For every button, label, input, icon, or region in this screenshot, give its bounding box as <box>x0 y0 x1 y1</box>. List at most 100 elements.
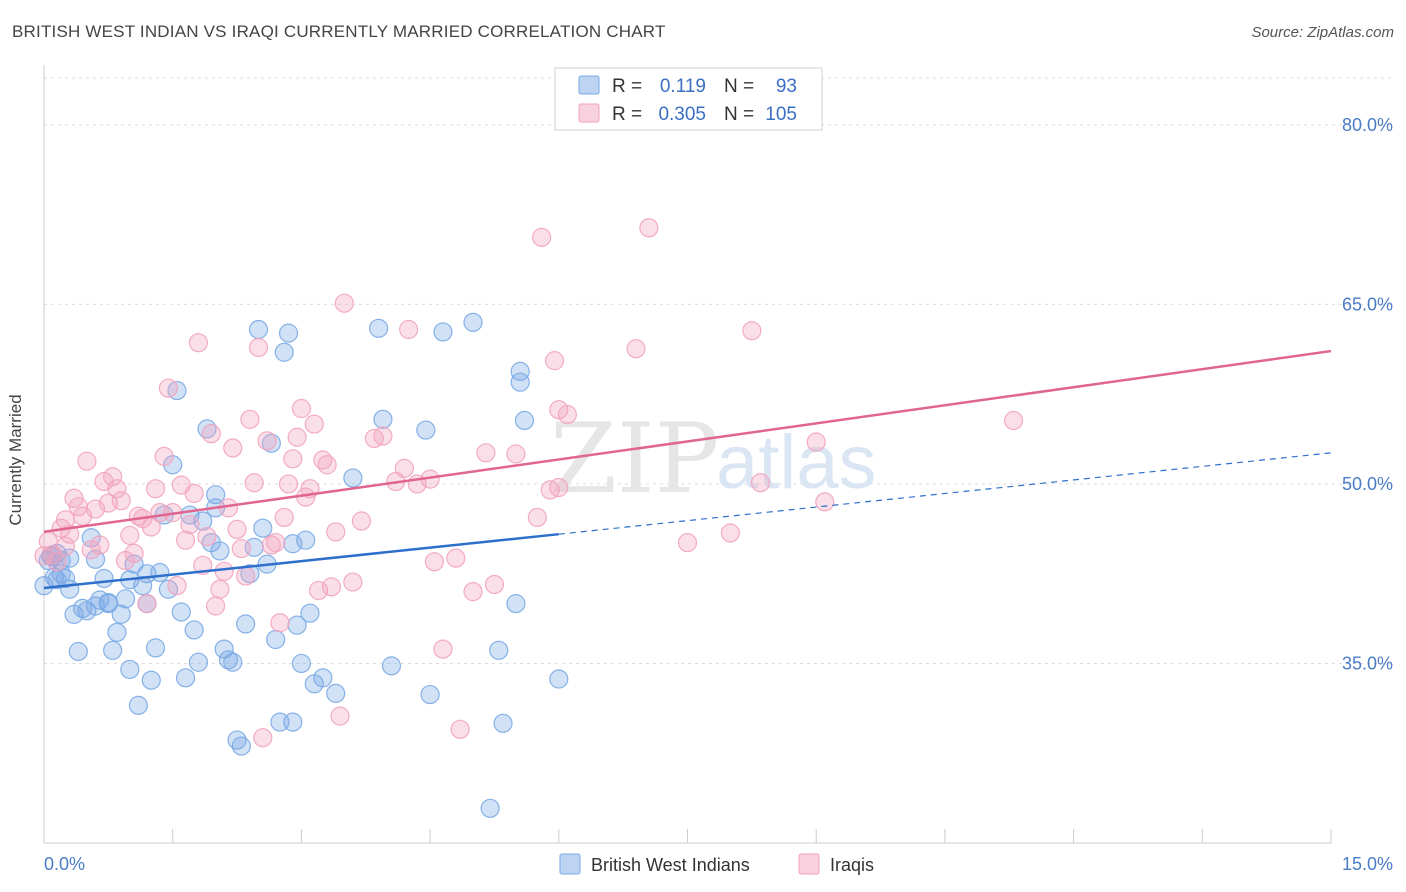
iraqi-point-87 <box>506 444 526 464</box>
bwi-point-14 <box>85 549 106 569</box>
iraqi-point-31 <box>167 576 187 596</box>
iraqi-point-16 <box>103 467 123 487</box>
bwi-point-64 <box>300 603 320 623</box>
iraqi-point-24 <box>137 594 157 614</box>
iraqi-point-57 <box>278 474 299 494</box>
bwi-point-21 <box>115 589 136 609</box>
bwi-point-58 <box>274 342 294 362</box>
iraqi-point-82 <box>446 548 466 568</box>
iraqi-point-99 <box>742 321 762 341</box>
iraqi-point-3 <box>47 552 67 572</box>
iraqi-point-45 <box>227 519 247 540</box>
iraqi-point-51 <box>253 728 273 748</box>
y-tick-label-3: 80.0% <box>1342 115 1393 135</box>
iraqi-point-94 <box>549 477 569 498</box>
bwi-point-19 <box>107 622 127 642</box>
series-legend-swatch-pink <box>798 853 820 875</box>
watermark-atlas: atlas <box>716 420 877 505</box>
iraqi-point-102 <box>815 492 835 512</box>
iraqi-point-5 <box>55 536 76 556</box>
bwi-point-73 <box>420 684 440 705</box>
x-tick-label-0: 0.0% <box>44 854 85 874</box>
iraqi-point-96 <box>639 218 659 238</box>
iraqi-point-28 <box>154 446 174 466</box>
iraqi-point-42 <box>214 561 234 581</box>
bwi-point-80 <box>489 640 509 660</box>
x-tick-label-1: 15.0% <box>1342 854 1393 874</box>
iraqi-point-25 <box>141 517 161 537</box>
iraqi-point-38 <box>197 526 217 547</box>
bwi-point-71 <box>373 409 393 429</box>
bwi-point-72 <box>381 656 402 676</box>
iraqi-point-33 <box>175 530 196 550</box>
bwi-point-60 <box>283 712 303 732</box>
iraqi-point-47 <box>236 566 256 586</box>
iraqi-point-103 <box>1003 410 1024 431</box>
iraqi-point-46 <box>231 538 251 559</box>
bwi-point-83 <box>510 372 530 392</box>
bwi-point-81 <box>493 713 513 733</box>
legend-n-value-0: 93 <box>776 76 797 97</box>
legend-n-value-1: 105 <box>765 104 797 125</box>
iraqi-point-100 <box>750 473 771 493</box>
y-tick-labels: 35.0% 50.0% 65.0% 80.0% <box>1342 115 1393 674</box>
bwi-point-62 <box>291 653 311 674</box>
iraqi-point-72 <box>351 511 372 531</box>
iraqi-point-91 <box>544 351 565 371</box>
series-legend-label-1: Iraqis <box>830 855 874 875</box>
iraqi-point-49 <box>244 473 264 493</box>
bwi-point-38 <box>188 652 209 672</box>
iraqi-point-83 <box>450 719 470 739</box>
bwi-point-42 <box>206 485 226 505</box>
bwi-point-88 <box>98 592 118 613</box>
x-tick-labels: 0.0% 15.0% <box>44 854 1393 874</box>
y-tick-label-1: 50.0% <box>1342 474 1393 494</box>
bwi-point-77 <box>510 361 530 382</box>
bwi-point-28 <box>145 638 166 658</box>
bwi-point-70 <box>369 318 389 338</box>
series-legend: British West Indians Iraqis <box>559 853 874 875</box>
iraqi-point-74 <box>373 426 393 446</box>
iraqi-point-67 <box>321 577 342 597</box>
y-tick-label-0: 35.0% <box>1342 653 1393 673</box>
bwi-point-82 <box>506 594 526 614</box>
bwi-point-34 <box>171 602 191 622</box>
trend-line-british-west-indians <box>43 532 559 590</box>
bwi-point-56 <box>266 629 286 650</box>
bwi-point-75 <box>433 322 453 342</box>
bwi-point-74 <box>416 420 436 440</box>
bwi-point-84 <box>549 669 569 689</box>
bwi-point-35 <box>175 668 196 688</box>
bwi-point-79 <box>480 798 500 818</box>
iraqi-point-29 <box>158 378 179 398</box>
iraqi-point-98 <box>720 523 741 543</box>
iraqi-point-80 <box>424 552 444 572</box>
bwi-point-68 <box>343 468 363 488</box>
bwi-point-27 <box>141 670 161 690</box>
source-label: Source: ZipAtlas.com <box>1251 24 1394 41</box>
iraqi-point-40 <box>206 596 226 616</box>
legend-swatch-pink <box>578 103 600 123</box>
iraqi-point-21 <box>124 543 144 563</box>
stats-legend: R = 0.119 N = 93 R = 0.305 N = 105 <box>554 67 823 131</box>
bwi-point-29 <box>150 562 170 583</box>
iraqi-point-68 <box>326 522 346 542</box>
iraqi-point-20 <box>120 525 140 545</box>
iraqi-point-48 <box>240 409 260 429</box>
iraqi-point-59 <box>287 427 307 447</box>
legend-r-label-0: R = <box>612 76 642 97</box>
iraqi-point-97 <box>677 532 698 553</box>
bwi-point-18 <box>103 640 123 660</box>
iraqi-point-17 <box>107 479 127 499</box>
bwi-point-59 <box>278 323 299 343</box>
bwi-point-78 <box>514 410 535 431</box>
legend-r-value-1: 0.305 <box>658 104 706 125</box>
bwi-point-20 <box>111 604 131 624</box>
iraqi-point-76 <box>394 458 414 478</box>
series-iraqis <box>34 218 1024 748</box>
iraqi-point-39 <box>201 424 221 444</box>
iraqi-point-26 <box>145 479 166 499</box>
bwi-point-16 <box>94 568 114 589</box>
iraqi-point-35 <box>184 483 204 504</box>
